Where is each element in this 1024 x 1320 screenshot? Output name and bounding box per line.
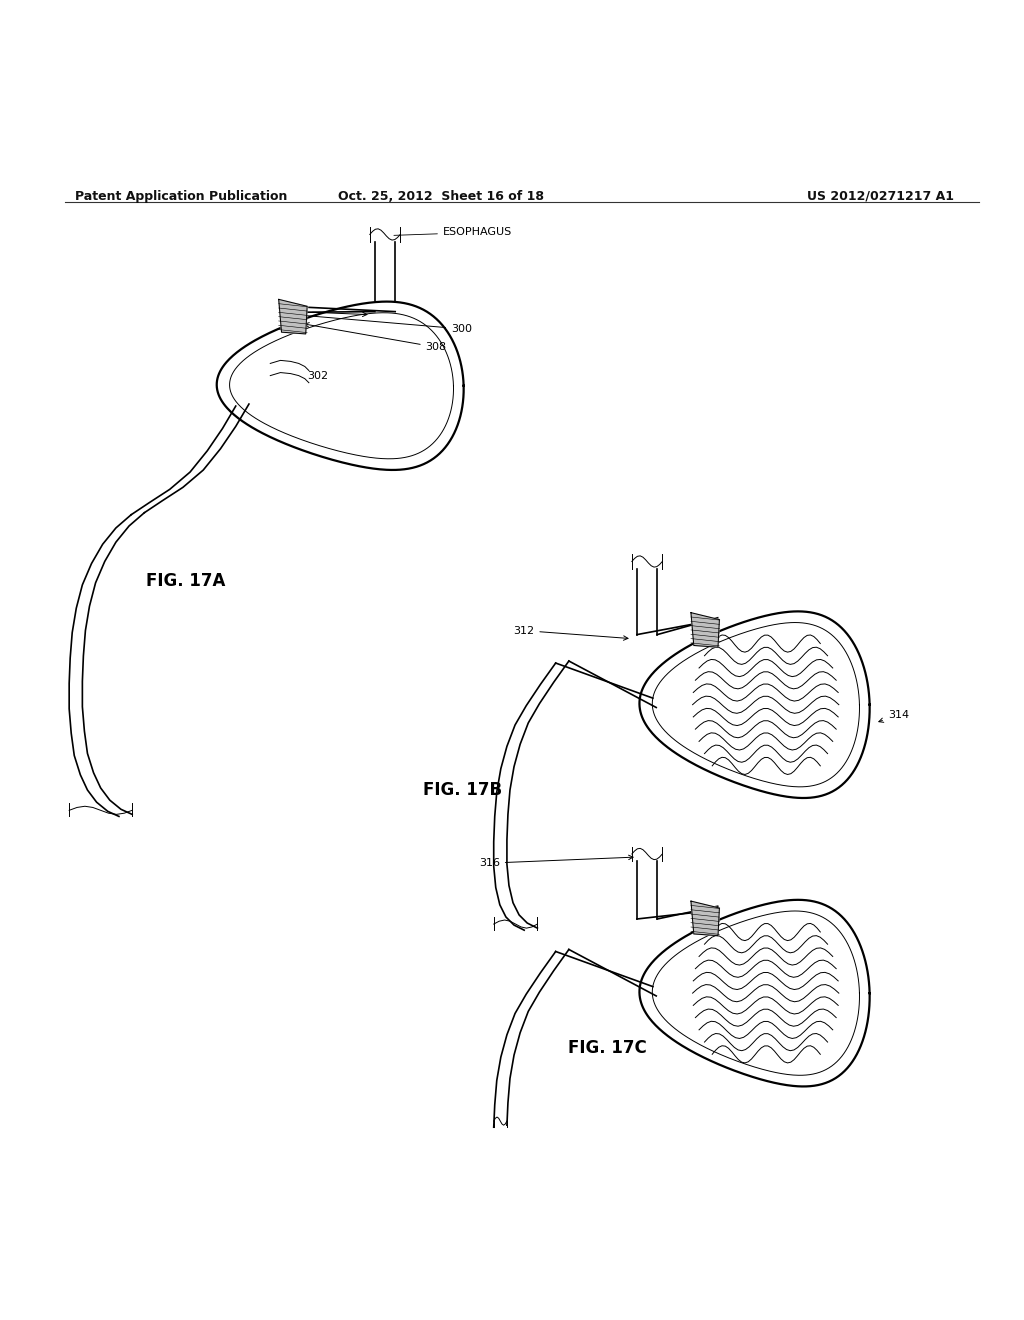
Polygon shape [639, 900, 869, 1086]
Text: 312: 312 [513, 626, 628, 640]
Text: 302: 302 [307, 371, 328, 380]
Text: 314: 314 [879, 710, 909, 722]
Text: Oct. 25, 2012  Sheet 16 of 18: Oct. 25, 2012 Sheet 16 of 18 [338, 190, 544, 203]
Text: 300: 300 [302, 313, 472, 334]
Text: 304: 304 [286, 306, 367, 317]
Text: 316: 316 [479, 855, 633, 869]
Polygon shape [279, 300, 307, 334]
Text: US 2012/0271217 A1: US 2012/0271217 A1 [807, 190, 953, 203]
Polygon shape [691, 902, 720, 936]
Text: FIG. 17B: FIG. 17B [423, 781, 502, 799]
Text: ESOPHAGUS: ESOPHAGUS [394, 227, 512, 238]
Polygon shape [217, 301, 464, 470]
Text: 308: 308 [304, 322, 446, 352]
Polygon shape [691, 612, 720, 647]
Text: Patent Application Publication: Patent Application Publication [75, 190, 288, 203]
Text: FIG. 17A: FIG. 17A [146, 572, 225, 590]
Polygon shape [639, 611, 869, 799]
Text: FIG. 17C: FIG. 17C [568, 1039, 646, 1057]
